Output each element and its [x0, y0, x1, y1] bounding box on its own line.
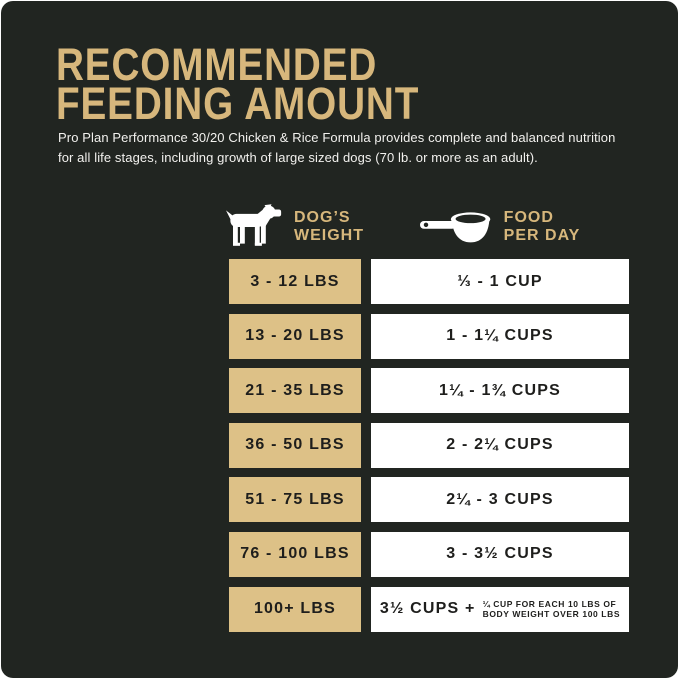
intro-text: Pro Plan Performance 30/20 Chicken & Ric…: [58, 128, 615, 168]
page-title: RECOMMENDED FEEDING AMOUNT: [56, 39, 420, 129]
food-cell-note: ¼ CUP FOR EACH 10 LBS OF BODY WEIGHT OVE…: [482, 598, 621, 620]
table-row: 21 - 35 LBS 1¼ - 1¾ CUPS: [229, 368, 629, 414]
food-cell-main: 3½ CUPS +: [379, 600, 476, 618]
feeding-table: 3 - 12 LBS ⅓ - 1 CUP 13 - 20 LBS 1 - 1¼ …: [229, 259, 629, 641]
table-row: 51 - 75 LBS 2¼ - 3 CUPS: [229, 477, 629, 523]
measuring-cup-icon: [419, 212, 490, 243]
column-header-food-per-day: FOOD PER DAY: [371, 203, 629, 251]
dogs-weight-label: DOG’S WEIGHT: [294, 209, 364, 244]
food-per-day-label: FOOD PER DAY: [503, 209, 581, 244]
table-row: 13 - 20 LBS 1 - 1¼ CUPS: [229, 313, 629, 359]
weight-cell: 76 - 100 LBS: [229, 531, 361, 577]
weight-cell: 36 - 50 LBS: [229, 422, 361, 468]
page-title-line1: RECOMMENDED: [56, 39, 378, 90]
food-cell: 3½ CUPS + ¼ CUP FOR EACH 10 LBS OF BODY …: [371, 586, 629, 632]
intro-text-line2: for all life stages, including growth of…: [58, 150, 538, 165]
weight-cell: 3 - 12 LBS: [229, 259, 361, 304]
food-cell: 2 - 2¼ CUPS: [371, 422, 629, 468]
weight-cell: 51 - 75 LBS: [229, 477, 361, 523]
table-row: 3 - 12 LBS ⅓ - 1 CUP: [229, 259, 629, 304]
food-cell: 3 - 3½ CUPS: [371, 531, 629, 577]
weight-cell: 21 - 35 LBS: [229, 368, 361, 414]
intro-text-line1: Pro Plan Performance 30/20 Chicken & Ric…: [58, 130, 616, 145]
dog-icon: [226, 204, 282, 246]
food-cell: 1 - 1¼ CUPS: [371, 313, 629, 359]
table-row: 100+ LBS 3½ CUPS + ¼ CUP FOR EACH 10 LBS…: [229, 586, 629, 632]
column-header-dogs-weight: DOG’S WEIGHT: [223, 203, 367, 251]
food-cell: 2¼ - 3 CUPS: [371, 477, 629, 523]
weight-cell: 100+ LBS: [229, 586, 361, 632]
table-row: 76 - 100 LBS 3 - 3½ CUPS: [229, 531, 629, 577]
weight-cell: 13 - 20 LBS: [229, 313, 361, 359]
food-cell: 1¼ - 1¾ CUPS: [371, 368, 629, 414]
table-row: 36 - 50 LBS 2 - 2¼ CUPS: [229, 422, 629, 468]
food-cell: ⅓ - 1 CUP: [371, 259, 629, 304]
page-title-line2: FEEDING AMOUNT: [56, 78, 420, 129]
